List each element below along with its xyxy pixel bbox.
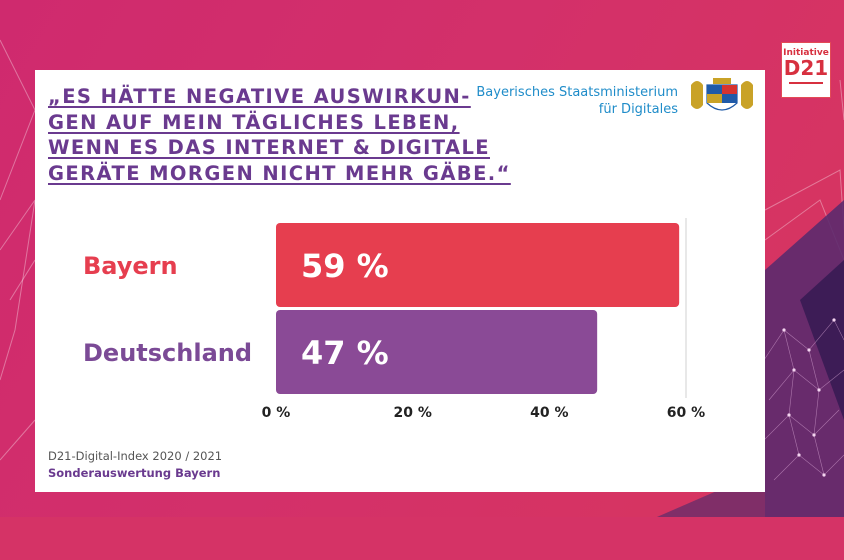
source-subtitle: Sonderauswertung Bayern: [48, 466, 221, 480]
bar-deutschland: [276, 310, 598, 394]
headline-line: GEN AUF MEIN TÄGLICHES LEBEN,: [48, 110, 460, 134]
ministry-line: für Digitales: [598, 101, 678, 117]
ministry-line: Bayerisches Staatsministerium: [476, 85, 678, 100]
logo-small-text: Initiative: [783, 48, 829, 58]
bar-value-label: 47 %: [301, 334, 389, 372]
category-label: Bayern: [83, 252, 178, 280]
bar-chart: Bayern 59 % Deutschland 47 % 0 % 20 % 40 % 60 %: [83, 218, 705, 421]
source-note: D21-Digital-Index 2020 / 2021: [48, 449, 223, 463]
category-label: Deutschland: [83, 339, 252, 367]
headline-line: „ES HÄTTE NEGATIVE AUSWIRKUN-: [48, 85, 471, 108]
ministry-name: Bayerisches Staatsministerium für Digita…: [470, 85, 678, 118]
logo-big-text: D21: [783, 56, 829, 80]
x-tick-label: 40 %: [530, 405, 568, 421]
network-graphic: [764, 318, 844, 481]
x-tick-label: 20 %: [393, 405, 431, 421]
initiative-d21-logo: Initiative D21: [781, 42, 831, 98]
x-tick-label: 0 %: [262, 405, 291, 421]
x-tick-label: 60 %: [667, 405, 705, 421]
logo-underline: [789, 82, 823, 84]
bavarian-crest-icon: [691, 78, 753, 111]
bar-value-label: 59 %: [301, 247, 389, 285]
headline-line: GERÄTE MORGEN NICHT MEHR GÄBE.“: [48, 161, 511, 185]
bar-bayern: [276, 223, 680, 307]
headline-quote: „ES HÄTTE NEGATIVE AUSWIRKUN- GEN AUF ME…: [48, 84, 511, 186]
bottom-band: [0, 517, 844, 560]
headline-line: WENN ES DAS INTERNET & DIGITALE: [48, 136, 490, 159]
